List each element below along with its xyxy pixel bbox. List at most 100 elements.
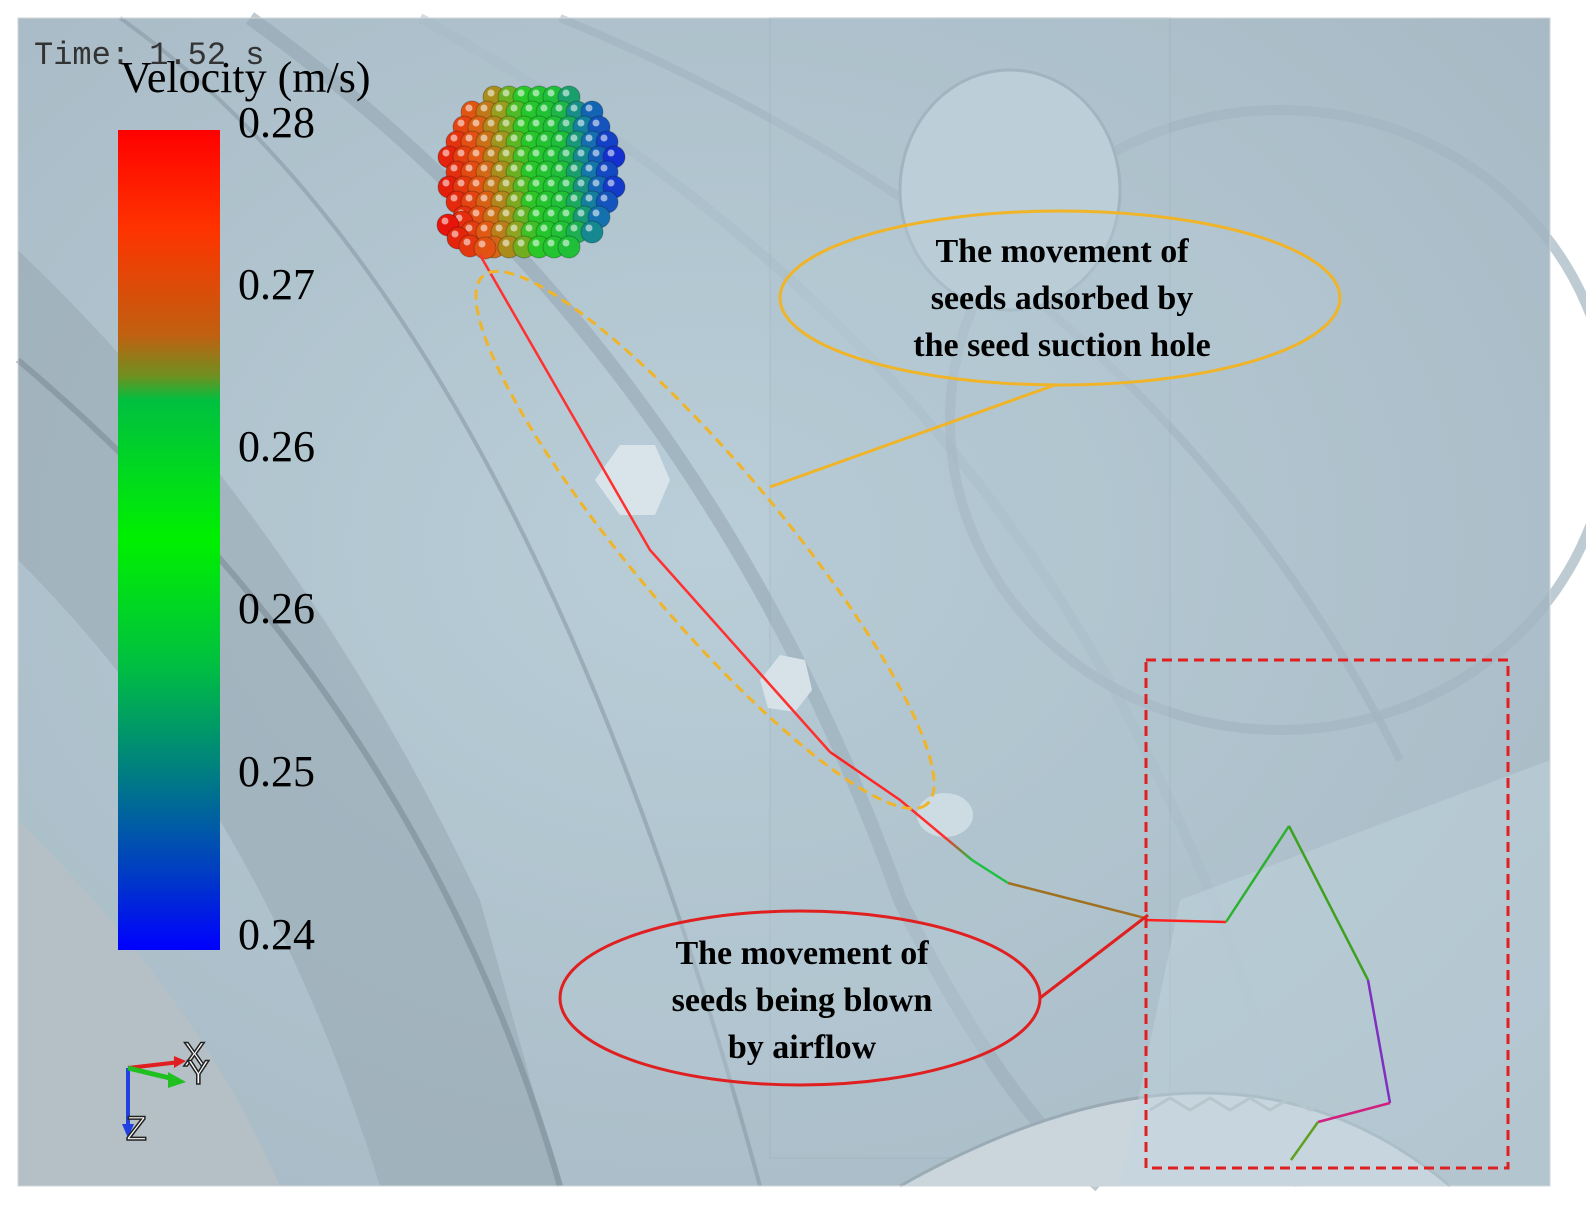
seed-highlight xyxy=(570,164,578,172)
seed-highlight xyxy=(592,149,600,157)
callout-adsorbed-line: the seed suction hole xyxy=(913,327,1211,364)
seed-highlight xyxy=(555,194,563,202)
colorbar-title: Velocity (m/s) xyxy=(120,53,371,102)
seed-highlight xyxy=(555,104,563,112)
seed-highlight xyxy=(585,104,593,112)
seed-highlight xyxy=(465,194,473,202)
seed-highlight xyxy=(577,119,585,127)
seed-highlight xyxy=(547,149,555,157)
axis-x-label: X xyxy=(183,1036,206,1074)
seed-highlight xyxy=(510,134,518,142)
seed-highlight xyxy=(457,179,465,187)
seed-highlight xyxy=(451,230,459,238)
seed-highlight xyxy=(495,134,503,142)
seed-highlight xyxy=(547,209,555,217)
axis-z-label: Z xyxy=(126,1110,147,1148)
seed-highlight xyxy=(502,209,510,217)
seed-highlight xyxy=(517,209,525,217)
seed-highlight xyxy=(555,224,563,232)
seed-highlight xyxy=(457,149,465,157)
callout-adsorbed-line: seeds adsorbed by xyxy=(931,280,1194,317)
seed-highlight xyxy=(525,194,533,202)
seed-highlight xyxy=(442,149,450,157)
seed-highlight xyxy=(540,224,548,232)
seed-highlight xyxy=(457,119,465,127)
seed-highlight xyxy=(600,194,608,202)
seed-highlight xyxy=(510,104,518,112)
axis-triad-icon: X Y Z xyxy=(122,1035,210,1149)
colorbar-tick: 0.27 xyxy=(238,260,315,309)
seed-highlight xyxy=(532,149,540,157)
seed-highlight xyxy=(532,179,540,187)
seed-highlight xyxy=(487,89,495,97)
seed-highlight xyxy=(502,89,510,97)
seed-highlight xyxy=(577,179,585,187)
seed-highlight xyxy=(540,194,548,202)
colorbar-tick: 0.26 xyxy=(238,584,315,633)
callout-blown-line: The movement of xyxy=(675,935,929,972)
callout-blown: The movement of seeds being blown by air… xyxy=(558,909,1149,1087)
seed-highlight xyxy=(450,164,458,172)
seed-highlight xyxy=(570,104,578,112)
seed-sphere xyxy=(473,236,497,260)
seed-highlight xyxy=(562,149,570,157)
seed-highlight xyxy=(525,164,533,172)
velocity-colorbar: Velocity (m/s) 0.28 0.27 0.26 0.26 0.25 … xyxy=(118,53,371,959)
seed-highlight xyxy=(472,119,480,127)
seed-highlight xyxy=(480,164,488,172)
seed-highlight xyxy=(592,179,600,187)
seed-highlight xyxy=(540,134,548,142)
seed-highlight xyxy=(472,209,480,217)
seed-highlight xyxy=(472,179,480,187)
seed-highlight xyxy=(465,104,473,112)
seed-highlight xyxy=(607,149,615,157)
seed-highlight xyxy=(517,149,525,157)
adsorbed-region-outline xyxy=(474,269,936,811)
seed-highlight xyxy=(592,209,600,217)
seed-highlight xyxy=(495,224,503,232)
seed-highlight xyxy=(562,209,570,217)
seed-highlight xyxy=(463,238,471,246)
colorbar-tick: 0.28 xyxy=(238,98,315,147)
seed-highlight xyxy=(510,224,518,232)
seed-sphere xyxy=(580,220,604,244)
time-label: Time: 1.52 s xyxy=(34,37,264,74)
seed-highlight xyxy=(547,89,555,97)
seed-highlight xyxy=(600,134,608,142)
seed-highlight xyxy=(570,224,578,232)
callout-blown-line: seeds being blown xyxy=(672,982,933,1019)
seed-highlight xyxy=(525,134,533,142)
seed-highlight xyxy=(577,209,585,217)
seed-highlight xyxy=(495,194,503,202)
seed-highlight xyxy=(510,194,518,202)
seed-highlight xyxy=(472,149,480,157)
seed-highlight xyxy=(487,209,495,217)
seed-highlight xyxy=(570,194,578,202)
seed-highlight xyxy=(540,164,548,172)
seed-highlight xyxy=(517,239,525,247)
seed-highlight xyxy=(562,179,570,187)
seed-highlight xyxy=(532,209,540,217)
seed-highlight xyxy=(555,164,563,172)
colorbar-gradient xyxy=(118,130,220,950)
seed-highlight xyxy=(585,164,593,172)
seed-highlight xyxy=(547,179,555,187)
seed-highlight xyxy=(540,104,548,112)
seed-highlight xyxy=(441,217,449,225)
blown-region-outline xyxy=(1144,658,1510,1170)
seed-highlight xyxy=(525,104,533,112)
seed-highlight xyxy=(600,164,608,172)
seed-highlight xyxy=(532,239,540,247)
seed-highlight xyxy=(442,179,450,187)
seed-highlight xyxy=(562,89,570,97)
seed-highlight xyxy=(510,164,518,172)
seed-highlight xyxy=(532,89,540,97)
seed-highlight xyxy=(502,179,510,187)
callout-adsorbed: The movement of seeds adsorbed by the se… xyxy=(769,209,1342,489)
seed-highlight xyxy=(585,224,593,232)
seed-highlight xyxy=(495,104,503,112)
seed-highlight xyxy=(487,119,495,127)
seed-highlight xyxy=(487,149,495,157)
seed-highlight xyxy=(570,134,578,142)
